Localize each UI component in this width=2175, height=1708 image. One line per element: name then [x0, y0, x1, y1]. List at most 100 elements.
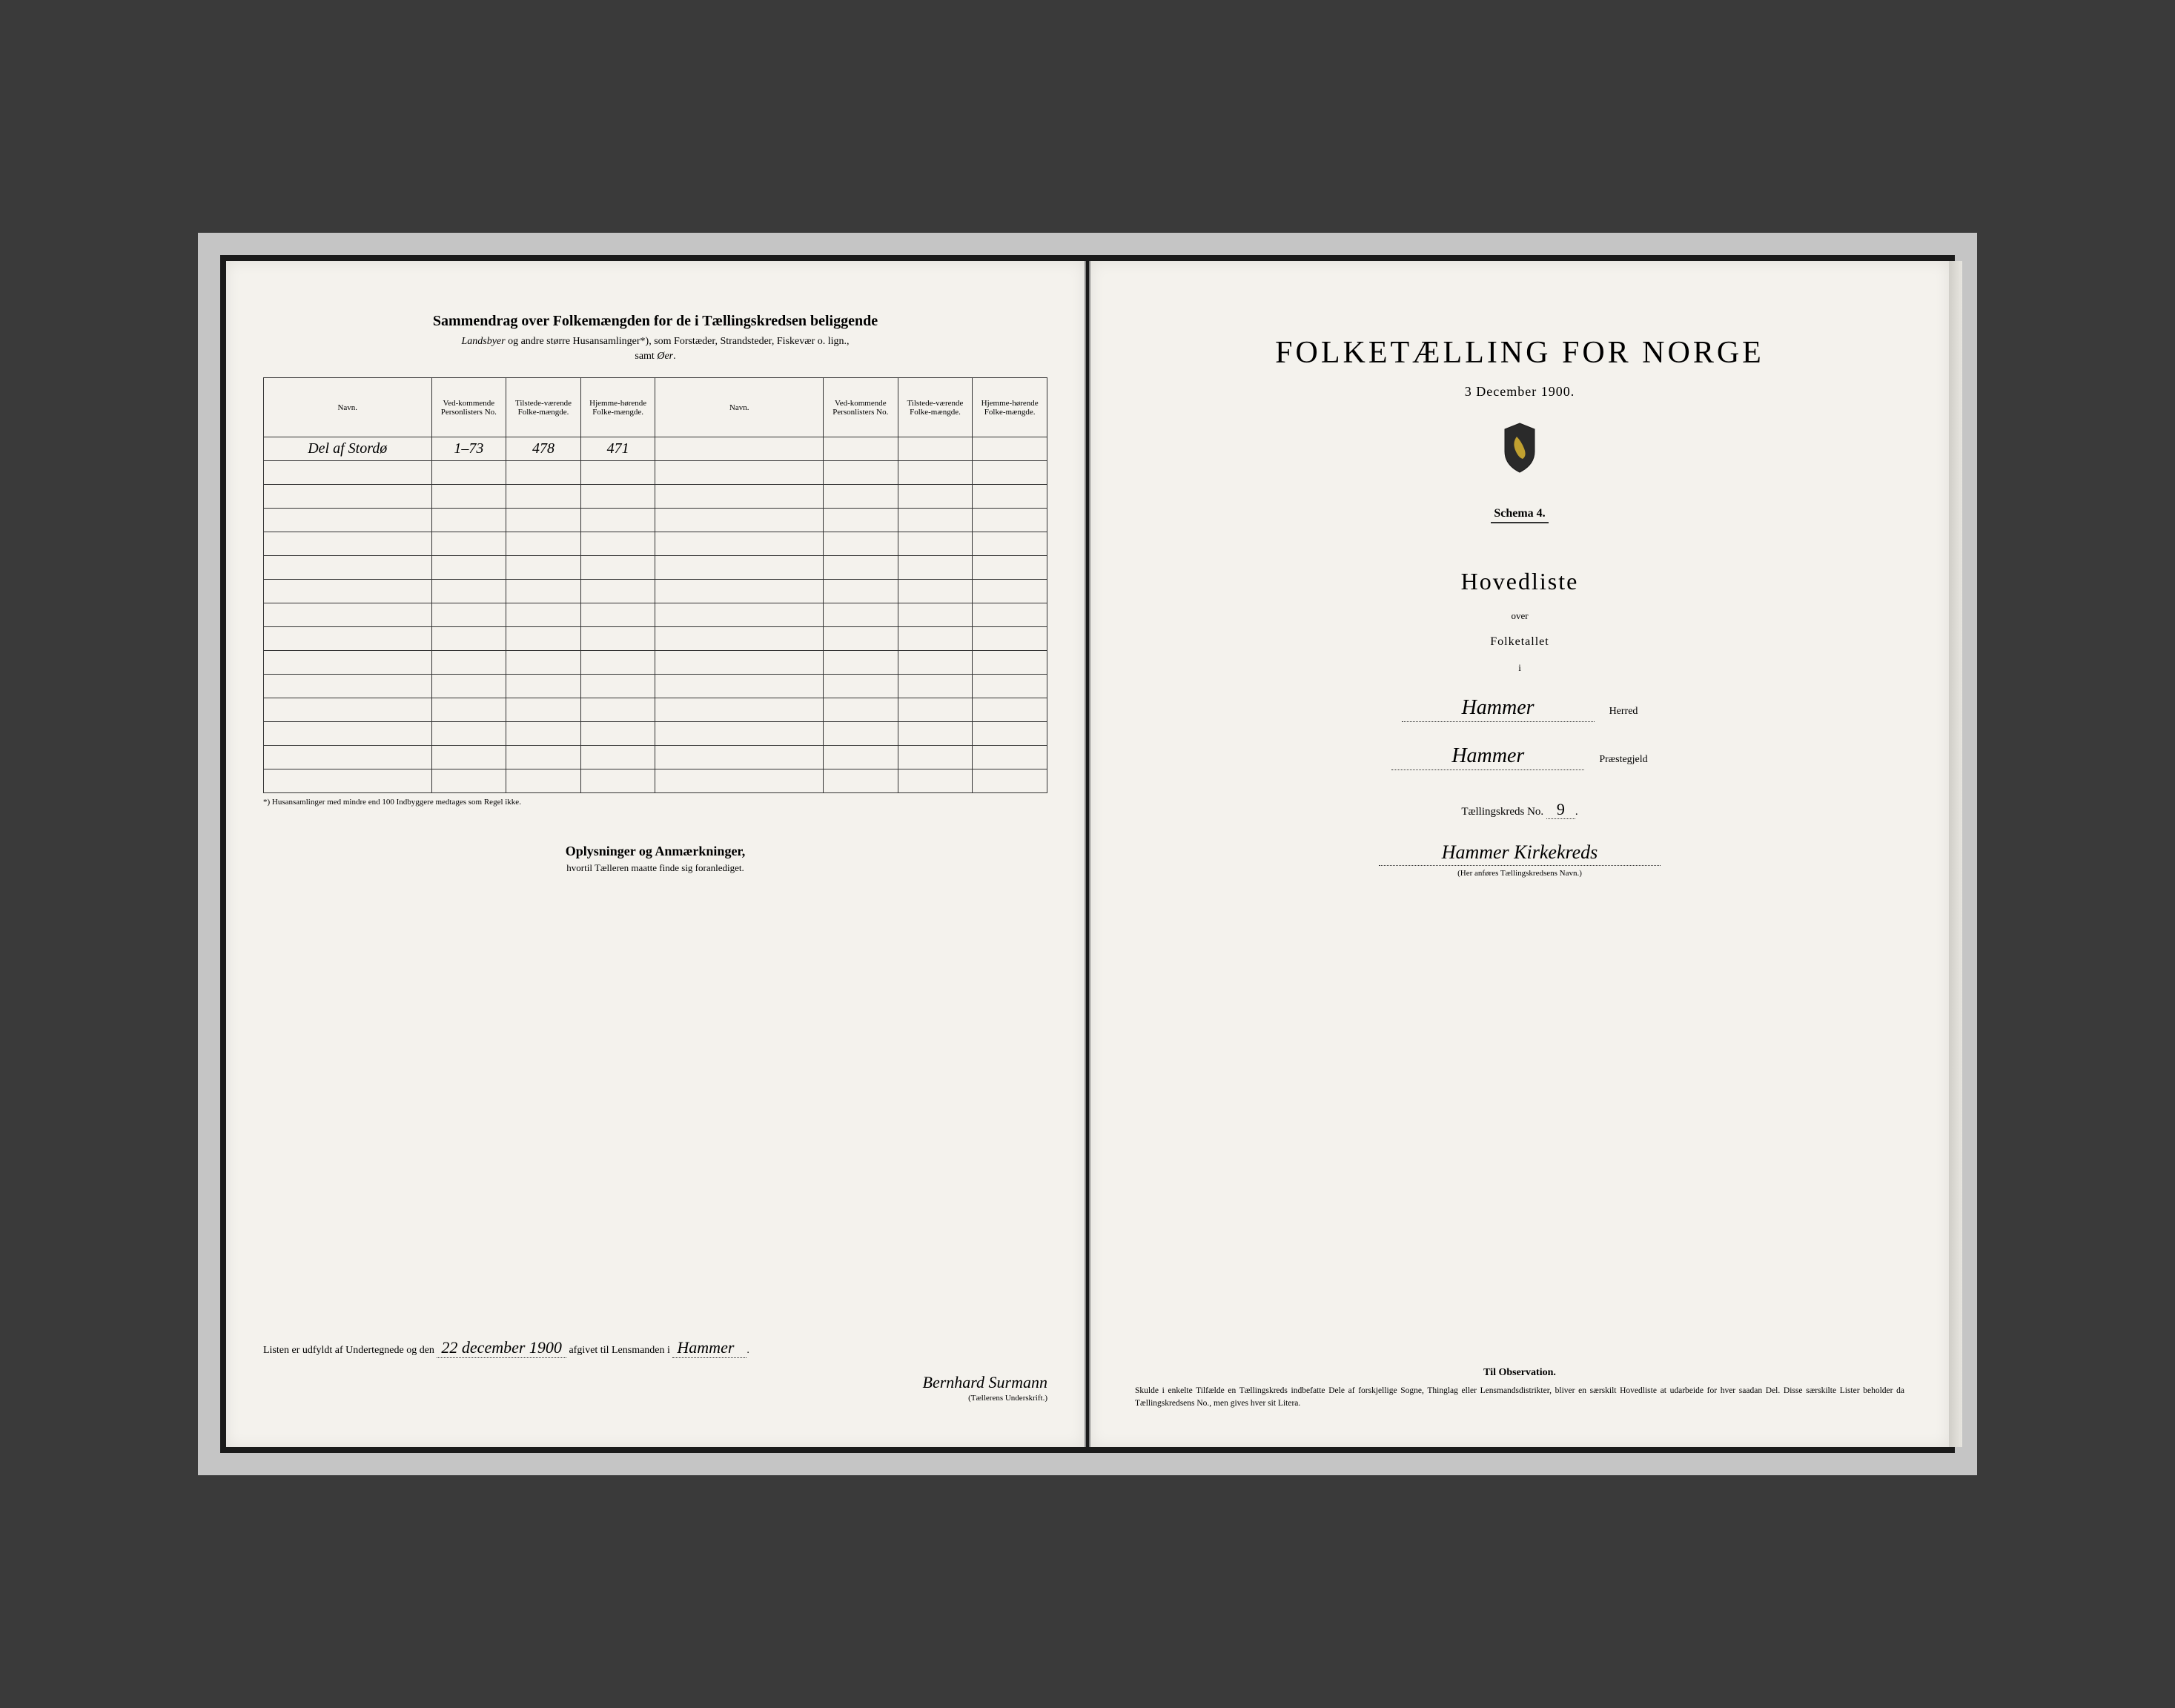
table-cell [973, 722, 1047, 746]
table-cell [580, 461, 655, 485]
table-row [264, 509, 1047, 532]
prestegjeld-value: Hammer [1391, 744, 1584, 770]
table-cell [898, 627, 973, 651]
table-cell [580, 627, 655, 651]
table-cell [655, 722, 824, 746]
over-label: over [1128, 610, 1912, 622]
table-cell [506, 580, 581, 603]
table-cell [898, 675, 973, 698]
table-row: Del af Stordø1–73478471 [264, 437, 1047, 461]
table-cell [580, 509, 655, 532]
table-cell [431, 722, 506, 746]
footnote: *) Husansamlinger med mindre end 100 Ind… [263, 798, 1047, 807]
kreds-label: Tællingskreds No. [1461, 806, 1543, 818]
kreds-no-row: Tællingskreds No. 9. [1128, 800, 1912, 819]
table-cell [580, 580, 655, 603]
table-cell [580, 651, 655, 675]
table-cell [431, 769, 506, 793]
table-cell [898, 698, 973, 722]
right-content: FOLKETÆLLING FOR NORGE 3 December 1900. … [1128, 291, 1912, 878]
table-row [264, 556, 1047, 580]
sig-date: 22 december 1900 [437, 1338, 566, 1358]
table-row [264, 746, 1047, 769]
right-page: FOLKETÆLLING FOR NORGE 3 December 1900. … [1089, 261, 1949, 1447]
table-cell: 471 [580, 437, 655, 461]
table-cell [264, 485, 432, 509]
table-cell [506, 509, 581, 532]
table-cell [264, 746, 432, 769]
table-cell [506, 675, 581, 698]
table-row [264, 461, 1047, 485]
oplysninger-sub: hvortil Tælleren maatte finde sig foranl… [263, 862, 1047, 874]
table-cell [898, 651, 973, 675]
table-cell [655, 580, 824, 603]
page-edge [1949, 261, 1962, 1447]
table-cell [655, 485, 824, 509]
table-cell [973, 509, 1047, 532]
table-cell [431, 698, 506, 722]
sig-place: Hammer [672, 1338, 746, 1358]
table-cell [264, 675, 432, 698]
table-cell [898, 532, 973, 556]
table-cell [580, 532, 655, 556]
subtitle-rest: og andre større Husansamlinger*), som Fo… [506, 336, 850, 347]
table-cell [431, 603, 506, 627]
table-cell [898, 556, 973, 580]
col-vedkommende-2: Ved-kommende Personlisters No. [823, 378, 898, 437]
col-hjemme-2: Hjemme-hørende Folke-mængde. [973, 378, 1047, 437]
table-cell [431, 556, 506, 580]
table-cell [655, 651, 824, 675]
kreds-name: Hammer Kirkekreds [1379, 841, 1661, 866]
table-cell [431, 485, 506, 509]
table-cell [823, 509, 898, 532]
summary-table: Navn. Ved-kommende Personlisters No. Til… [263, 377, 1047, 793]
table-cell [264, 651, 432, 675]
table-cell [973, 746, 1047, 769]
table-cell [973, 698, 1047, 722]
table-cell [823, 651, 898, 675]
table-row [264, 698, 1047, 722]
table-cell [506, 556, 581, 580]
herred-row: Hammer Herred [1128, 696, 1912, 722]
table-cell [580, 698, 655, 722]
sig-name: Bernhard Surmann [263, 1373, 1047, 1392]
table-cell [264, 556, 432, 580]
table-cell [264, 461, 432, 485]
table-cell [655, 603, 824, 627]
table-cell [655, 769, 824, 793]
table-cell [973, 580, 1047, 603]
signature-block: Listen er udfyldt af Undertegnede og den… [263, 1338, 1047, 1403]
table-cell [973, 532, 1047, 556]
table-cell [655, 675, 824, 698]
table-cell [973, 675, 1047, 698]
table-row [264, 627, 1047, 651]
table-cell [973, 627, 1047, 651]
table-cell [264, 603, 432, 627]
table-cell [580, 746, 655, 769]
table-cell [973, 651, 1047, 675]
table-cell [898, 603, 973, 627]
sig-prefix: Listen er udfyldt af Undertegnede og den [263, 1345, 437, 1356]
col-navn-2: Navn. [655, 378, 824, 437]
folketallet: Folketallet [1128, 635, 1912, 649]
table-cell [898, 769, 973, 793]
table-cell [823, 437, 898, 461]
table-cell [431, 461, 506, 485]
table-row [264, 603, 1047, 627]
table-cell [898, 461, 973, 485]
table-cell [655, 746, 824, 769]
table-row [264, 580, 1047, 603]
table-cell [264, 769, 432, 793]
prestegjeld-row: Hammer Præstegjeld [1128, 744, 1912, 770]
table-cell [506, 603, 581, 627]
col-tilstede-2: Tilstede-værende Folke-mængde. [898, 378, 973, 437]
table-cell [655, 556, 824, 580]
table-cell [823, 485, 898, 509]
table-row [264, 722, 1047, 746]
table-cell [823, 580, 898, 603]
table-row [264, 485, 1047, 509]
table-cell [655, 698, 824, 722]
table-cell [898, 580, 973, 603]
prestegjeld-label: Præstegjeld [1599, 754, 1647, 766]
table-cell [580, 556, 655, 580]
